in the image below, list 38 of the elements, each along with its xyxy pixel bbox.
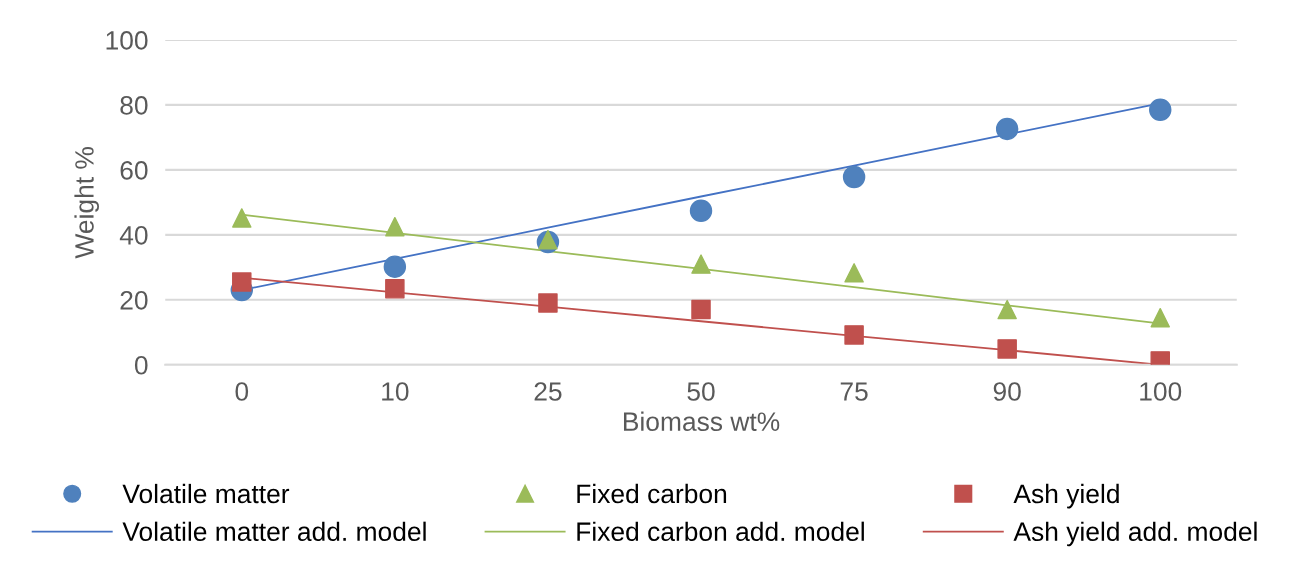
point: [1149, 98, 1172, 121]
point: [997, 339, 1017, 359]
y-tick-label: 0: [134, 355, 148, 375]
y-tick-label: 100: [106, 31, 148, 50]
point: [691, 299, 711, 320]
y-tick-label: 40: [119, 225, 148, 245]
x-tick-label: 90: [993, 382, 1021, 401]
point: [385, 216, 405, 237]
point: [538, 293, 558, 313]
point: [842, 165, 866, 189]
x-tick-label: 100: [1140, 382, 1182, 401]
point: [689, 199, 713, 223]
point: [232, 208, 252, 228]
x-tick-label: 75: [840, 382, 868, 401]
y-axis-title: Weight %: [74, 147, 99, 259]
point: [844, 263, 864, 283]
point: [385, 279, 405, 299]
x-axis-title: Biomass wt%: [623, 411, 780, 432]
y-tick-label: 60: [120, 160, 148, 180]
point: [844, 325, 864, 345]
y-tick-label: 20: [120, 290, 148, 310]
point: [1150, 307, 1170, 328]
x-tick-label: 10: [382, 382, 409, 401]
legend-label: Fixed carbon: [577, 483, 727, 504]
x-tick-label: 25: [534, 382, 562, 401]
x-tick-label: 0: [235, 382, 249, 401]
x-tick-label: 50: [687, 382, 715, 401]
legend-label: Ash yield add. model: [1013, 521, 1257, 547]
legend-label: Fixed carbon add. model: [577, 521, 864, 542]
point: [691, 254, 711, 274]
point: [995, 117, 1019, 141]
y-tick-label: 80: [120, 96, 148, 115]
legend-label: Ash yield: [1013, 483, 1119, 509]
legend-label: Volatile matter add. model: [122, 521, 426, 542]
legend-label: Volatile matter: [122, 483, 290, 504]
point: [997, 299, 1017, 320]
point: [383, 255, 407, 278]
point: [232, 272, 252, 292]
